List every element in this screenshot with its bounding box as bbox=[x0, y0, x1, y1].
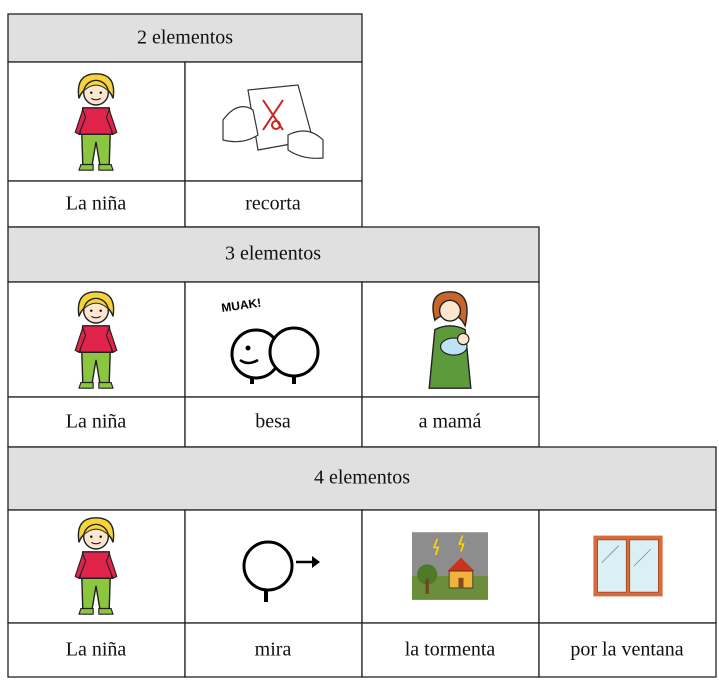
block-title: 4 elementos bbox=[314, 467, 410, 489]
cell-label: a mamá bbox=[419, 411, 482, 433]
cell-label: la tormenta bbox=[405, 639, 496, 661]
pictogram-text: MUAK! bbox=[220, 296, 262, 315]
cell-label: besa bbox=[255, 411, 291, 433]
label-cell bbox=[538, 622, 717, 678]
header-cell bbox=[7, 13, 363, 63]
cell-label: mira bbox=[255, 639, 292, 661]
cell-label: recorta bbox=[245, 193, 301, 215]
label-cell bbox=[184, 396, 363, 448]
pictogram-mom bbox=[428, 291, 472, 389]
cell-label: La niña bbox=[66, 639, 127, 661]
cell-label: por la ventana bbox=[570, 639, 683, 661]
pictogram-storm bbox=[412, 531, 488, 601]
label-cell bbox=[361, 396, 540, 448]
cell-label: La niña bbox=[66, 193, 127, 215]
pictogram-window bbox=[592, 535, 664, 597]
header-cell bbox=[7, 446, 717, 511]
cell-label: La niña bbox=[66, 411, 127, 433]
header-cell bbox=[7, 226, 540, 283]
block-title: 3 elementos bbox=[225, 243, 321, 265]
block-title: 2 elementos bbox=[137, 27, 233, 49]
label-cell bbox=[7, 622, 186, 678]
label-cell bbox=[184, 622, 363, 678]
